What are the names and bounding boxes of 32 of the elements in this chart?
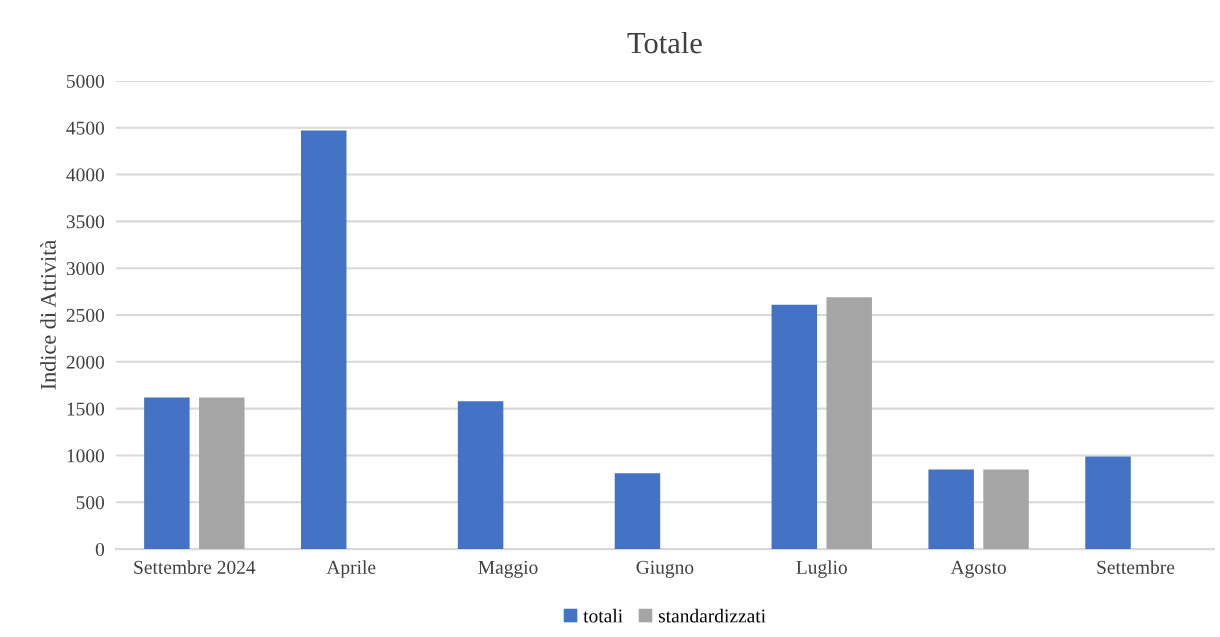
bar: [771, 304, 818, 550]
bar: [983, 469, 1029, 550]
y-tick-label: 3500: [66, 215, 105, 229]
x-tick-label: Settembre 2024: [134, 560, 256, 574]
y-tick-label: 3000: [66, 261, 105, 276]
y-tick-label: 4000: [66, 168, 105, 182]
bar: [457, 401, 504, 550]
x-tick-label: Luglio: [796, 560, 847, 578]
x-tick-label: Settembre: [1097, 560, 1175, 574]
x-tick-label: Aprile: [326, 560, 376, 578]
bar: [928, 469, 974, 550]
bar: [826, 297, 872, 550]
legend-label: totali: [583, 608, 623, 623]
x-tick-label: Agosto: [950, 560, 1006, 578]
legend-label: standardizzati: [658, 608, 766, 623]
y-tick-label: 5000: [67, 74, 105, 88]
y-axis-title: Indice di Attività: [40, 240, 56, 390]
y-tick-label: 500: [76, 496, 105, 510]
bar: [300, 130, 347, 550]
bar: [144, 397, 190, 550]
bar: [199, 397, 245, 550]
bar: [1085, 456, 1131, 550]
chart-title: Totale: [627, 31, 702, 54]
x-tick-label: Giugno: [636, 560, 694, 578]
y-tick-label: 4500: [66, 121, 105, 135]
bar: [614, 473, 661, 550]
x-tick-label: Maggio: [478, 560, 538, 578]
y-tick-label: 0: [95, 542, 105, 557]
y-tick-label: 1500: [67, 402, 105, 416]
y-tick-label: 2000: [66, 355, 105, 369]
y-tick-label: 2500: [66, 308, 105, 322]
y-tick-label: 1000: [67, 449, 105, 463]
